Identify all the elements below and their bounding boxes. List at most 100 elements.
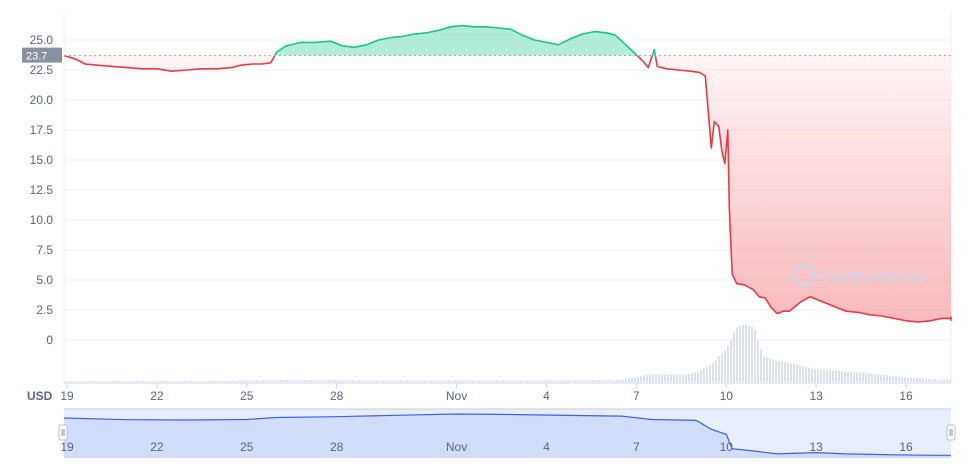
volume-bar [472, 380, 474, 382]
volume-bar [718, 356, 720, 382]
volume-bar [886, 375, 888, 382]
volume-bar [352, 380, 354, 382]
navigator[interactable]: 19 22 25 28 Nov 4 7 10 13 16 [58, 408, 956, 458]
volume-bar [151, 380, 153, 382]
volume-bar [553, 380, 555, 382]
volume-bar [760, 348, 762, 382]
volume-bar [811, 368, 813, 382]
volume-bar [517, 380, 519, 382]
volume-bar [181, 380, 183, 382]
volume-bar [166, 380, 168, 382]
volume-bar [946, 379, 948, 382]
volume-bar [94, 380, 96, 382]
volume-bar [922, 378, 924, 382]
volume-bar [466, 380, 468, 382]
volume-bar [919, 378, 921, 382]
volume-bar [388, 380, 390, 382]
volume-bar [658, 374, 660, 382]
volume-bar [289, 379, 291, 382]
volume-bar [646, 375, 648, 382]
volume-bar [709, 365, 711, 382]
volume-bar [526, 380, 528, 382]
volume-bar [529, 380, 531, 382]
volume-bar [217, 380, 219, 382]
volume-bar [148, 380, 150, 382]
volume-bar [373, 380, 375, 382]
navigator-tick-label: 13 [809, 440, 823, 454]
volume-bar [340, 380, 342, 382]
volume-bar [241, 380, 243, 382]
volume-bar [775, 360, 777, 382]
volume-bar [742, 324, 744, 382]
volume-bar [385, 380, 387, 382]
volume-bar [634, 377, 636, 382]
y-tick-label: 5.0 [36, 273, 53, 287]
volume-bar [442, 380, 444, 382]
volume-bar [736, 327, 738, 382]
y-tick-label: 10.0 [30, 213, 54, 227]
volume-bar [481, 380, 483, 382]
volume-bar [568, 380, 570, 382]
navigator-area [64, 414, 951, 458]
volume-bar [799, 365, 801, 382]
volume-bar [175, 380, 177, 382]
volume-bar [721, 353, 723, 382]
navigator-background[interactable] [64, 409, 951, 458]
volume-bar [766, 357, 768, 382]
volume-bar [103, 380, 105, 382]
x-tick-label: 28 [330, 389, 344, 403]
volume-bar [532, 380, 534, 382]
navigator-tick-label: 28 [330, 440, 344, 454]
volume-bar [307, 380, 309, 382]
volume-bar [397, 380, 399, 382]
y-tick-label: 20.0 [30, 93, 54, 107]
volume-bar [514, 380, 516, 382]
volume-bar [949, 379, 951, 382]
volume-bar [643, 375, 645, 382]
volume-bar [415, 380, 417, 382]
navigator-left-handle[interactable] [58, 424, 68, 441]
x-tick-label: 13 [809, 389, 823, 403]
volume-bar [97, 380, 99, 382]
volume-bar [829, 370, 831, 382]
volume-bar [328, 380, 330, 382]
volume-bar [130, 380, 132, 382]
volume-bar [190, 380, 192, 382]
volume-bar [70, 381, 72, 382]
y-tick-label: 0 [46, 333, 53, 347]
volume-bar [697, 371, 699, 382]
volume-bar [835, 370, 837, 382]
volume-bar [865, 373, 867, 382]
volume-bar [748, 325, 750, 382]
volume-bar [745, 324, 747, 382]
volume-bar [757, 339, 759, 382]
volume-bar [493, 380, 495, 382]
volume-bar [250, 380, 252, 382]
volume-bar [610, 379, 612, 382]
volume-bar [67, 381, 69, 382]
volume-bar [712, 363, 714, 382]
volume-bar [805, 366, 807, 382]
volume-bar [550, 380, 552, 382]
volume-bar [463, 380, 465, 382]
volume-bar [358, 380, 360, 382]
volume-bar [559, 380, 561, 382]
volume-bar [937, 379, 939, 382]
navigator-tick-label: 16 [899, 440, 913, 454]
current-price-tag: 23.7 [22, 47, 62, 63]
volume-bar [934, 379, 936, 382]
volume-bar [589, 380, 591, 382]
watermark: CoinMarketCap [792, 263, 924, 287]
volume-bar [490, 380, 492, 382]
area-fills [64, 25, 951, 322]
volume-bar [859, 372, 861, 382]
volume-bar [391, 380, 393, 382]
y-tick-label: 2.5 [36, 303, 53, 317]
volume-bar [256, 380, 258, 382]
volume-bar [844, 371, 846, 382]
volume-bar [214, 380, 216, 382]
volume-bar [304, 380, 306, 382]
navigator-right-handle[interactable] [946, 424, 956, 441]
volume-bar [337, 380, 339, 382]
volume-bar [418, 380, 420, 382]
